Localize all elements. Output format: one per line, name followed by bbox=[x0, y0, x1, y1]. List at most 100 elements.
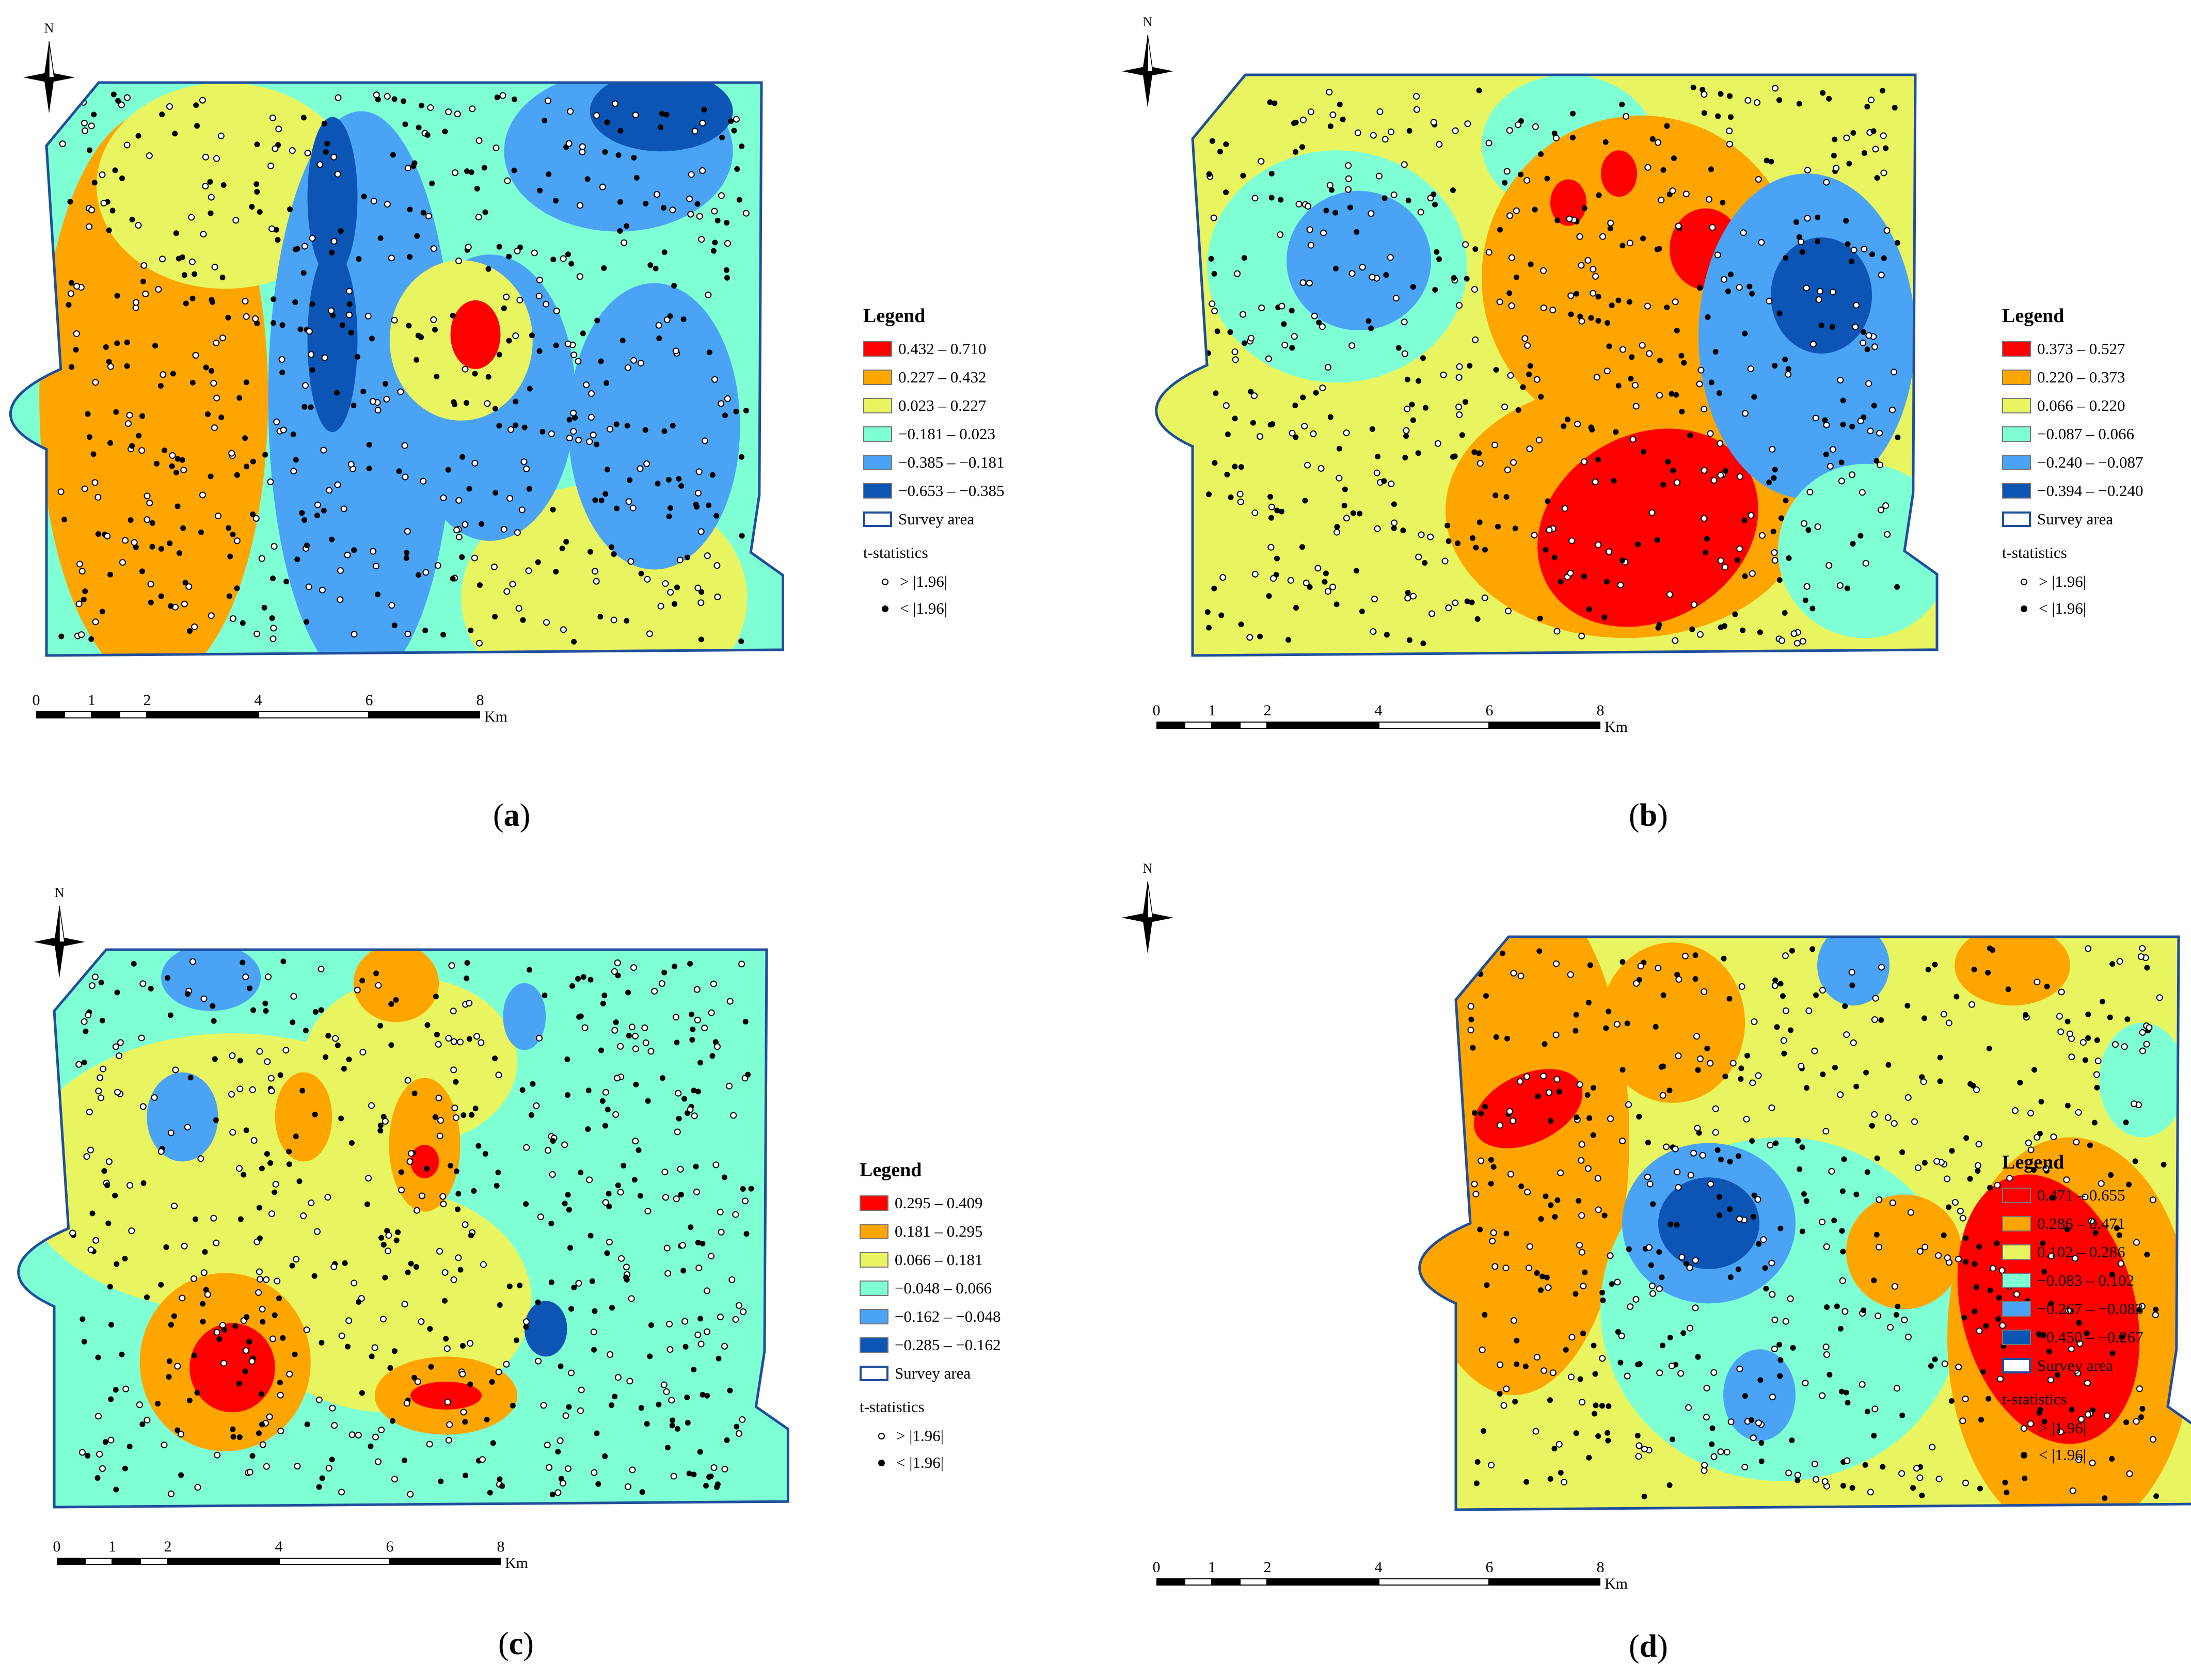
sample-point-significant bbox=[735, 1430, 742, 1437]
legend-class-label: −0.394 – −0.240 bbox=[2037, 481, 2144, 500]
sample-point-significant bbox=[371, 1344, 378, 1351]
sample-point-significant bbox=[1584, 257, 1592, 264]
sample-point-nonsignificant bbox=[169, 463, 175, 469]
legend-swatch bbox=[2002, 1272, 2031, 1288]
surface-zone bbox=[1955, 937, 2070, 1006]
sample-point-significant bbox=[568, 1369, 575, 1377]
sample-point-significant bbox=[1696, 1055, 1704, 1062]
sample-point-nonsignificant bbox=[568, 261, 575, 267]
sample-point-nonsignificant bbox=[1961, 1315, 1967, 1321]
sample-point-significant bbox=[1760, 1236, 1767, 1243]
legend-class-3: 0.102 – 0.286 bbox=[2002, 1238, 2188, 1266]
sample-point-significant bbox=[583, 381, 590, 389]
sample-point-nonsignificant bbox=[2049, 1195, 2055, 1201]
sample-point-significant bbox=[1815, 296, 1822, 303]
sample-point-nonsignificant bbox=[592, 497, 598, 503]
sample-point-nonsignificant bbox=[1972, 1261, 1978, 1267]
sample-point-nonsignificant bbox=[356, 1299, 362, 1305]
sample-point-significant bbox=[721, 1465, 728, 1473]
sample-point-nonsignificant bbox=[481, 165, 487, 171]
sample-point-significant bbox=[289, 147, 296, 154]
sample-point-significant bbox=[2082, 1193, 2089, 1201]
sample-point-nonsignificant bbox=[1893, 1311, 1899, 1318]
legend-class-label: 0.181 – 0.295 bbox=[895, 1222, 983, 1240]
sample-point-significant bbox=[1951, 1199, 1959, 1206]
sample-point-nonsignificant bbox=[194, 1390, 200, 1396]
sample-point-significant bbox=[1644, 302, 1651, 310]
sample-point-nonsignificant bbox=[1624, 1020, 1630, 1027]
sample-point-significant bbox=[523, 465, 530, 472]
sample-point-significant bbox=[236, 1165, 243, 1172]
sample-point-nonsignificant bbox=[1590, 1085, 1596, 1091]
sample-point-nonsignificant bbox=[1666, 1482, 1673, 1488]
sample-point-nonsignificant bbox=[391, 96, 398, 102]
sample-point-significant bbox=[397, 388, 404, 395]
sample-point-nonsignificant bbox=[1340, 116, 1346, 122]
sample-point-nonsignificant bbox=[1799, 1144, 1805, 1150]
sample-point-nonsignificant bbox=[211, 1018, 217, 1024]
sample-point-significant bbox=[1607, 1252, 1614, 1259]
sample-point-significant bbox=[674, 1128, 681, 1135]
sample-point-nonsignificant bbox=[1673, 392, 1679, 398]
sample-point-nonsignificant bbox=[1679, 408, 1685, 414]
sample-point-nonsignificant bbox=[189, 379, 196, 386]
sample-point-significant bbox=[1822, 1343, 1830, 1351]
sample-point-significant bbox=[345, 311, 353, 318]
sample-point-nonsignificant bbox=[269, 575, 276, 582]
sample-point-nonsignificant bbox=[584, 176, 591, 182]
sample-point-significant bbox=[1876, 1243, 1883, 1251]
sample-point-nonsignificant bbox=[351, 403, 357, 409]
sample-point-nonsignificant bbox=[604, 1250, 610, 1256]
sample-point-nonsignificant bbox=[549, 1492, 555, 1498]
sample-point-significant bbox=[1968, 1001, 1975, 1008]
filled-dot-icon bbox=[2021, 605, 2027, 612]
sample-point-significant bbox=[1506, 212, 1514, 219]
sample-point-significant bbox=[1758, 532, 1766, 539]
legend-class-5: −0.267 – −0.083 bbox=[2002, 1294, 2188, 1323]
sample-point-nonsignificant bbox=[1904, 1003, 1911, 1009]
sample-point-nonsignificant bbox=[247, 985, 253, 991]
sample-point-significant bbox=[629, 1466, 636, 1474]
sample-point-significant bbox=[741, 1197, 749, 1205]
sample-point-significant bbox=[1251, 392, 1258, 399]
sample-point-significant bbox=[503, 1361, 510, 1368]
sample-point-significant bbox=[188, 258, 196, 265]
sample-point-nonsignificant bbox=[1615, 1329, 1621, 1335]
sample-point-nonsignificant bbox=[180, 525, 186, 531]
sample-point-significant bbox=[1590, 266, 1597, 273]
sample-point-significant bbox=[375, 1458, 382, 1465]
sample-point-significant bbox=[330, 153, 338, 161]
sample-point-nonsignificant bbox=[234, 472, 240, 478]
legend-swatch bbox=[2002, 369, 2031, 385]
sample-point-nonsignificant bbox=[1985, 970, 1991, 976]
sample-point-nonsignificant bbox=[390, 152, 396, 158]
sample-point-significant bbox=[2073, 1139, 2080, 1146]
sample-point-significant bbox=[344, 551, 351, 558]
sample-point-significant bbox=[404, 630, 411, 637]
sample-point-nonsignificant bbox=[566, 1207, 572, 1213]
sample-point-nonsignificant bbox=[293, 457, 299, 463]
sample-point-significant bbox=[340, 505, 347, 513]
sample-point-significant bbox=[1504, 466, 1511, 473]
sample-point-nonsignificant bbox=[1793, 219, 1799, 225]
sample-point-nonsignificant bbox=[388, 1001, 394, 1007]
sample-point-nonsignificant bbox=[1536, 948, 1543, 954]
sample-point-nonsignificant bbox=[114, 293, 120, 299]
sample-point-significant bbox=[220, 1359, 228, 1367]
legend-swatch bbox=[863, 369, 892, 385]
sample-point-significant bbox=[1743, 1115, 1750, 1123]
sample-point-significant bbox=[1850, 246, 1857, 253]
sample-point-significant bbox=[1489, 1238, 1496, 1245]
sample-point-nonsignificant bbox=[230, 1434, 236, 1440]
sample-point-nonsignificant bbox=[678, 483, 685, 489]
sample-point-significant bbox=[446, 1421, 453, 1428]
sample-point-significant bbox=[1546, 526, 1553, 534]
sample-point-nonsignificant bbox=[167, 1012, 173, 1018]
sample-point-significant bbox=[1607, 1115, 1614, 1122]
sample-point-nonsignificant bbox=[242, 1368, 248, 1374]
legend-swatch bbox=[863, 483, 892, 499]
sample-point-significant bbox=[455, 534, 463, 541]
sample-point-significant bbox=[1404, 595, 1411, 602]
sample-point-nonsignificant bbox=[1395, 345, 1402, 351]
sample-point-significant bbox=[1369, 274, 1376, 281]
